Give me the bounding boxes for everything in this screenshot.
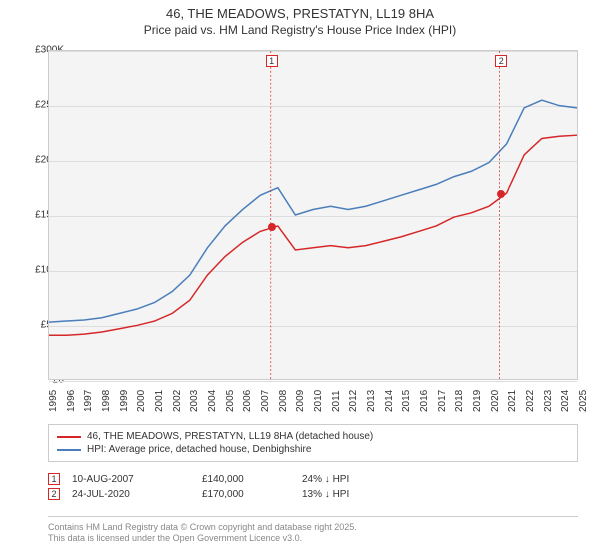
sale-date: 24-JUL-2020 <box>72 489 202 500</box>
x-tick-label: 2011 <box>331 390 342 412</box>
legend-item-property: 46, THE MEADOWS, PRESTATYN, LL19 8HA (de… <box>57 431 569 442</box>
x-tick-label: 2025 <box>578 390 589 412</box>
sales-table: 1 10-AUG-2007£140,00024% ↓ HPI 2 24-JUL-202… <box>48 470 578 503</box>
x-tick-label: 1998 <box>101 390 112 412</box>
x-tick-label: 2019 <box>472 390 483 412</box>
legend-label-hpi: HPI: Average price, detached house, Denb… <box>87 444 311 455</box>
footer-line1: Contains HM Land Registry data © Crown c… <box>48 522 578 532</box>
x-tick-label: 2022 <box>525 390 536 412</box>
sale-row-marker: 1 <box>48 473 60 485</box>
x-tick-label: 2001 <box>154 390 165 412</box>
x-tick-label: 2021 <box>507 390 518 412</box>
x-axis-labels: 1995 1996 1997 1998 1999 2000 2001 2002 2003 2004… <box>48 384 578 424</box>
x-tick-label: 2010 <box>313 390 324 412</box>
x-tick-label: 2003 <box>189 390 200 412</box>
sale-date: 10-AUG-2007 <box>72 474 202 485</box>
header: 46, THE MEADOWS, PRESTATYN, LL19 8HA Pri… <box>0 0 600 37</box>
sale-row: 2 24-JUL-2020£170,00013% ↓ HPI <box>48 488 578 500</box>
sale-marker-dot <box>497 190 505 198</box>
x-tick-label: 2004 <box>207 390 218 412</box>
sale-diff: 13% ↓ HPI <box>302 489 412 500</box>
sale-marker-box: 2 <box>495 55 507 67</box>
sale-marker-box: 1 <box>266 55 278 67</box>
x-tick-label: 2005 <box>225 390 236 412</box>
x-tick-label: 2016 <box>419 390 430 412</box>
sale-marker-dot <box>268 223 276 231</box>
chart-container: 46, THE MEADOWS, PRESTATYN, LL19 8HA Pri… <box>0 0 600 560</box>
x-tick-label: 2013 <box>366 390 377 412</box>
page-subtitle: Price paid vs. HM Land Registry's House … <box>0 23 600 37</box>
x-tick-label: 2014 <box>384 390 395 412</box>
legend: 46, THE MEADOWS, PRESTATYN, LL19 8HA (de… <box>48 424 578 462</box>
footer-line2: This data is licensed under the Open Gov… <box>48 533 578 543</box>
x-tick-label: 1996 <box>66 390 77 412</box>
x-tick-label: 2008 <box>278 390 289 412</box>
sale-row-marker: 2 <box>48 488 60 500</box>
series-hpi <box>49 100 577 322</box>
legend-item-hpi: HPI: Average price, detached house, Denb… <box>57 444 569 455</box>
legend-label-property: 46, THE MEADOWS, PRESTATYN, LL19 8HA (de… <box>87 431 373 442</box>
sale-diff: 24% ↓ HPI <box>302 474 412 485</box>
x-tick-label: 2015 <box>401 390 412 412</box>
footer: Contains HM Land Registry data © Crown c… <box>48 516 578 544</box>
x-tick-label: 1997 <box>83 390 94 412</box>
x-tick-label: 2017 <box>437 390 448 412</box>
x-tick-label: 1999 <box>119 390 130 412</box>
sale-row: 1 10-AUG-2007£140,00024% ↓ HPI <box>48 473 578 485</box>
sale-price: £170,000 <box>202 489 302 500</box>
sale-price: £140,000 <box>202 474 302 485</box>
x-tick-label: 2020 <box>490 390 501 412</box>
legend-swatch-hpi <box>57 449 81 451</box>
legend-swatch-property <box>57 436 81 438</box>
x-tick-label: 1995 <box>48 390 59 412</box>
x-tick-label: 2009 <box>295 390 306 412</box>
series-property <box>49 135 577 335</box>
x-tick-label: 2018 <box>454 390 465 412</box>
x-tick-label: 2024 <box>560 390 571 412</box>
chart-plot-area: 12 <box>48 50 578 380</box>
x-tick-label: 2006 <box>242 390 253 412</box>
x-tick-label: 2023 <box>543 390 554 412</box>
x-tick-label: 2007 <box>260 390 271 412</box>
x-tick-label: 2012 <box>348 390 359 412</box>
x-tick-label: 2000 <box>136 390 147 412</box>
page-title: 46, THE MEADOWS, PRESTATYN, LL19 8HA <box>0 6 600 21</box>
line-series-svg <box>49 51 577 379</box>
x-tick-label: 2002 <box>172 390 183 412</box>
